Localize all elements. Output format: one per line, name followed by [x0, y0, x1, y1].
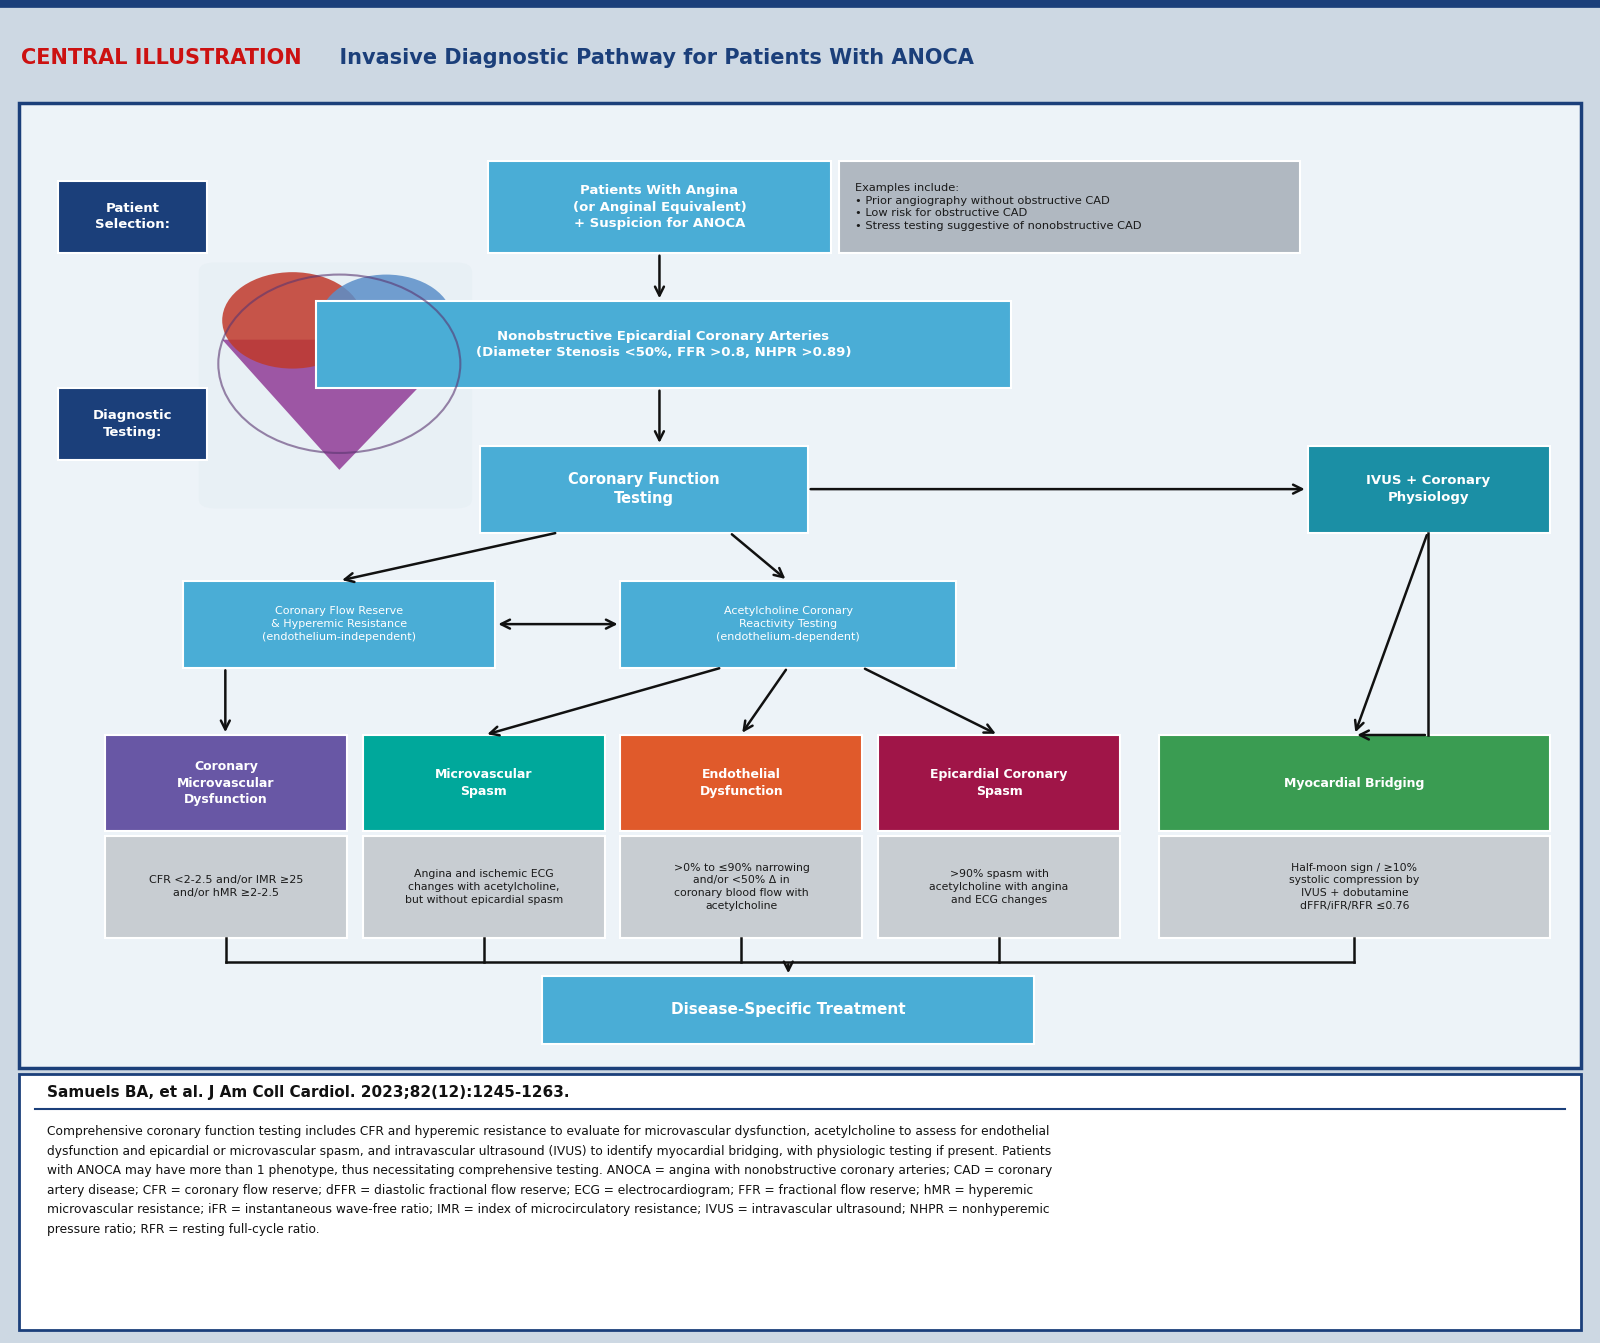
- FancyBboxPatch shape: [480, 446, 808, 533]
- FancyBboxPatch shape: [106, 837, 347, 937]
- FancyBboxPatch shape: [542, 976, 1034, 1044]
- FancyBboxPatch shape: [878, 735, 1120, 831]
- FancyBboxPatch shape: [1307, 446, 1549, 533]
- Text: Angina and ischemic ECG
changes with acetylcholine,
but without epicardial spasm: Angina and ischemic ECG changes with ace…: [405, 869, 563, 905]
- Text: CFR <2-2.5 and/or IMR ≥25
and/or hMR ≥2-2.5: CFR <2-2.5 and/or IMR ≥25 and/or hMR ≥2-…: [149, 876, 304, 898]
- Text: Examples include:
• Prior angiography without obstructive CAD
• Low risk for obs: Examples include: • Prior angiography wi…: [854, 183, 1141, 231]
- FancyBboxPatch shape: [878, 837, 1120, 937]
- FancyBboxPatch shape: [621, 837, 862, 937]
- FancyBboxPatch shape: [621, 580, 957, 667]
- Text: Myocardial Bridging: Myocardial Bridging: [1285, 776, 1424, 790]
- Text: CENTRAL ILLUSTRATION: CENTRAL ILLUSTRATION: [21, 48, 301, 68]
- FancyBboxPatch shape: [58, 180, 206, 252]
- Text: Half-moon sign / ≥10%
systolic compression by
IVUS + dobutamine
dFFR/iFR/RFR ≤0.: Half-moon sign / ≥10% systolic compressi…: [1290, 862, 1419, 911]
- FancyBboxPatch shape: [363, 837, 605, 937]
- Text: >0% to ≤90% narrowing
and/or <50% Δ in
coronary blood flow with
acetylcholine: >0% to ≤90% narrowing and/or <50% Δ in c…: [674, 862, 810, 911]
- FancyBboxPatch shape: [19, 103, 1581, 1068]
- Text: Samuels BA, et al. J Am Coll Cardiol. 2023;82(12):1245-1263.: Samuels BA, et al. J Am Coll Cardiol. 20…: [48, 1085, 570, 1100]
- Ellipse shape: [320, 274, 453, 367]
- Polygon shape: [222, 340, 464, 470]
- FancyBboxPatch shape: [315, 301, 1011, 388]
- Text: Diagnostic
Testing:: Diagnostic Testing:: [93, 410, 173, 439]
- FancyBboxPatch shape: [1158, 837, 1549, 937]
- FancyBboxPatch shape: [198, 262, 472, 509]
- FancyBboxPatch shape: [838, 161, 1299, 252]
- Text: Nonobstructive Epicardial Coronary Arteries
(Diameter Stenosis <50%, FFR >0.8, N: Nonobstructive Epicardial Coronary Arter…: [475, 330, 851, 359]
- Text: Patients With Angina
(or Anginal Equivalent)
+ Suspicion for ANOCA: Patients With Angina (or Anginal Equival…: [573, 184, 746, 230]
- Text: Endothelial
Dysfunction: Endothelial Dysfunction: [699, 768, 784, 798]
- Text: IVUS + Coronary
Physiology: IVUS + Coronary Physiology: [1366, 474, 1491, 504]
- Text: Coronary
Microvascular
Dysfunction: Coronary Microvascular Dysfunction: [178, 760, 275, 806]
- FancyBboxPatch shape: [106, 735, 347, 831]
- FancyBboxPatch shape: [363, 735, 605, 831]
- Text: Coronary Flow Reserve
& Hyperemic Resistance
(endothelium-independent): Coronary Flow Reserve & Hyperemic Resist…: [262, 606, 416, 642]
- Text: Invasive Diagnostic Pathway for Patients With ANOCA: Invasive Diagnostic Pathway for Patients…: [325, 48, 974, 68]
- Text: Patient
Selection:: Patient Selection:: [94, 201, 170, 231]
- FancyBboxPatch shape: [621, 735, 862, 831]
- FancyBboxPatch shape: [182, 580, 496, 667]
- FancyBboxPatch shape: [488, 161, 832, 252]
- FancyBboxPatch shape: [19, 1074, 1581, 1330]
- Text: Coronary Function
Testing: Coronary Function Testing: [568, 471, 720, 506]
- FancyBboxPatch shape: [58, 388, 206, 461]
- FancyBboxPatch shape: [1158, 735, 1549, 831]
- Text: Disease-Specific Treatment: Disease-Specific Treatment: [670, 1002, 906, 1018]
- Text: Acetylcholine Coronary
Reactivity Testing
(endothelium-dependent): Acetylcholine Coronary Reactivity Testin…: [717, 606, 861, 642]
- Text: Microvascular
Spasm: Microvascular Spasm: [435, 768, 533, 798]
- Text: Epicardial Coronary
Spasm: Epicardial Coronary Spasm: [931, 768, 1067, 798]
- Text: >90% spasm with
acetylcholine with angina
and ECG changes: >90% spasm with acetylcholine with angin…: [930, 869, 1069, 905]
- Text: Comprehensive coronary function testing includes CFR and hyperemic resistance to: Comprehensive coronary function testing …: [48, 1125, 1053, 1236]
- Ellipse shape: [222, 273, 363, 368]
